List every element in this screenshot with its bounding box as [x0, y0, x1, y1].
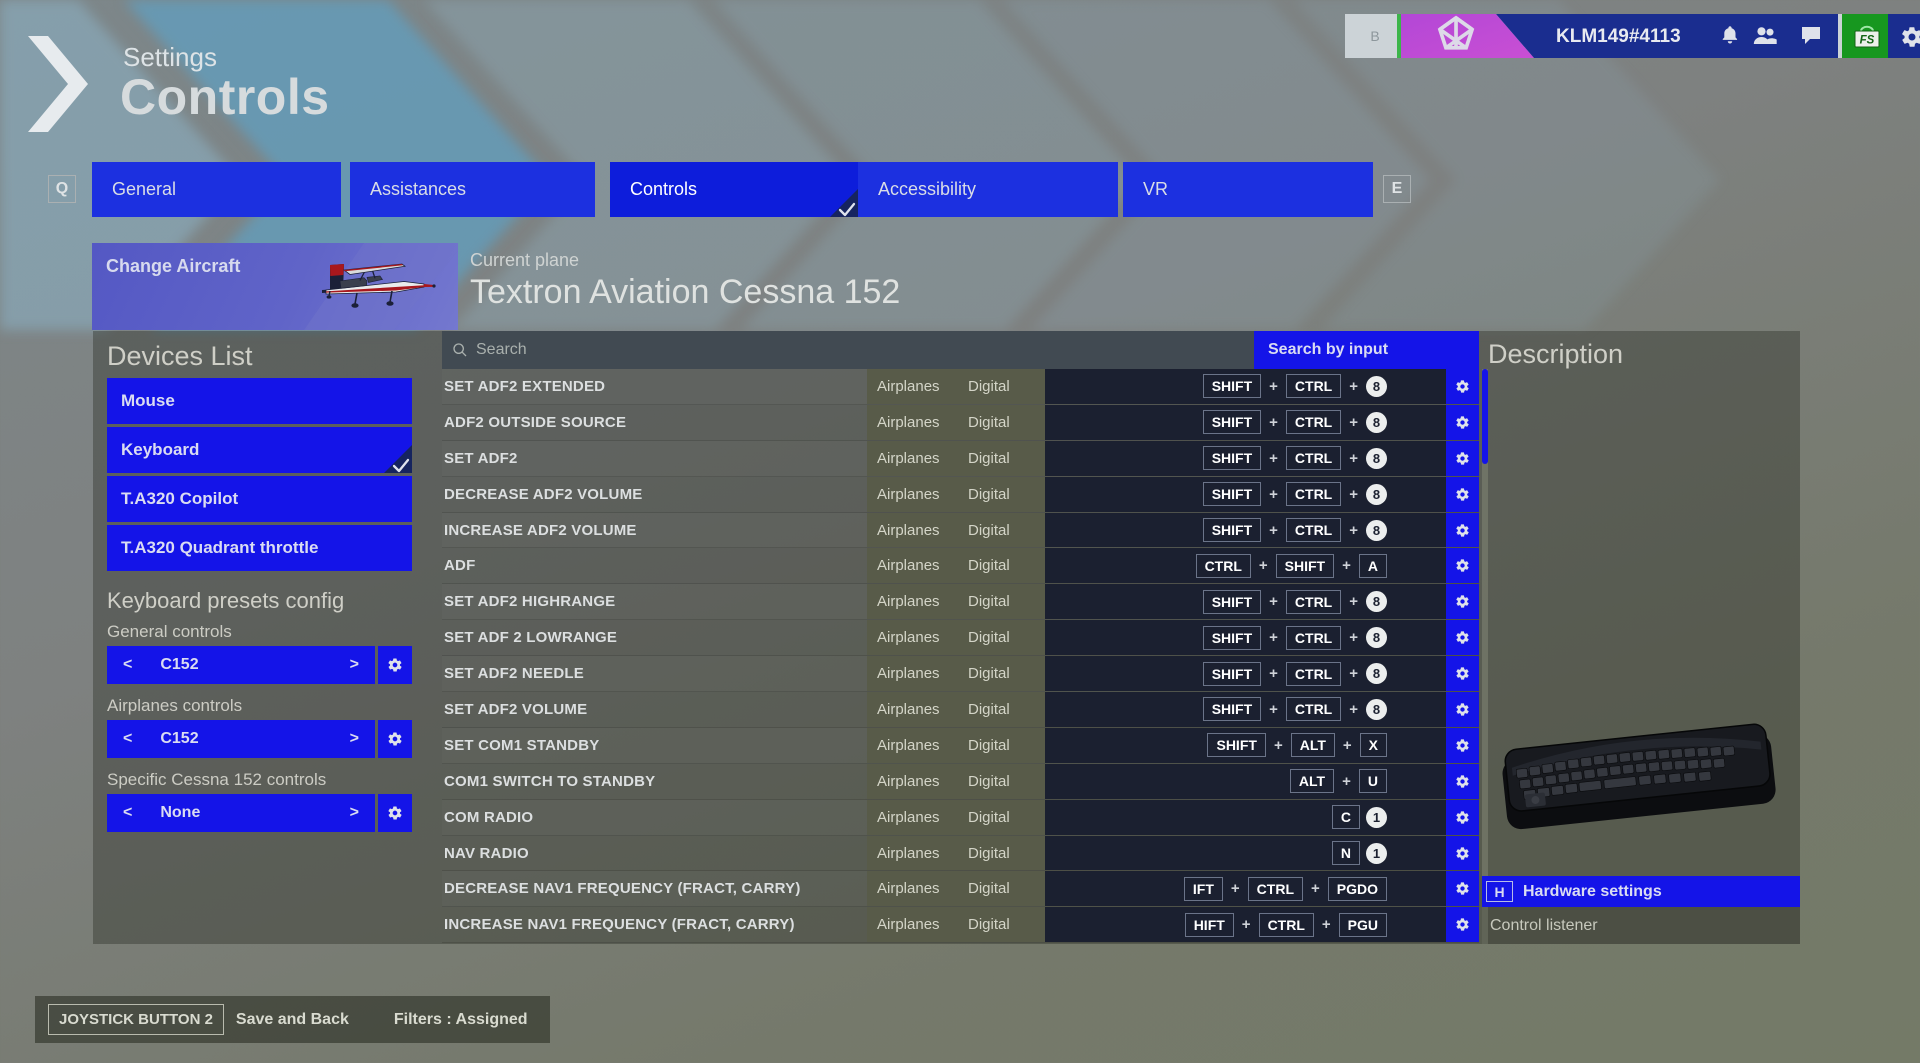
svg-text:FS: FS — [1860, 35, 1875, 47]
svg-text:KLM149#4113: KLM149#4113 — [1556, 26, 1681, 47]
